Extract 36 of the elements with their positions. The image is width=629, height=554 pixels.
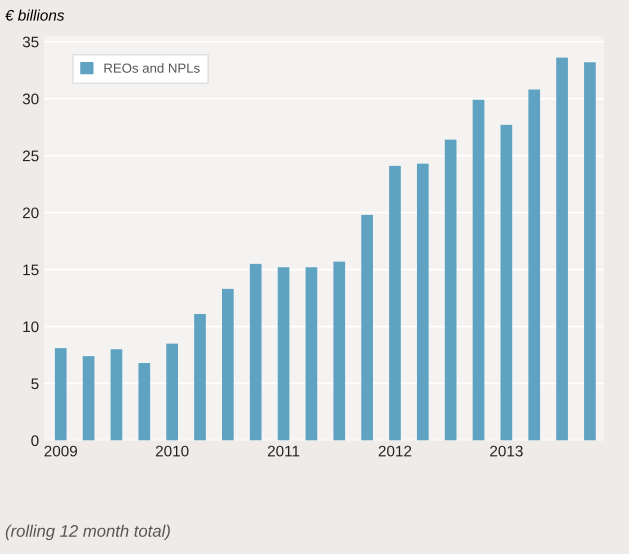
bar: [166, 344, 178, 440]
bar: [556, 58, 568, 440]
y-tick-label: 10: [23, 321, 39, 332]
bar: [528, 90, 540, 440]
y-tick-label: 15: [23, 264, 39, 276]
y-tick-label: 30: [22, 94, 39, 104]
bar: [389, 166, 401, 440]
bar: [138, 362, 150, 440]
text: (rolling 12 month total): [6, 524, 170, 540]
bar: [500, 124, 512, 440]
bar: [222, 288, 234, 440]
x-tick-label: 2013: [490, 446, 523, 457]
bar: [416, 164, 429, 440]
y-tick-label: 35: [22, 36, 39, 48]
bar: [306, 267, 318, 440]
x-tick-label: 2012: [378, 446, 412, 457]
x-tick-label: 2010: [156, 446, 189, 457]
y-tick-label: 0: [31, 435, 39, 446]
bar: [82, 356, 94, 440]
bar: [333, 262, 346, 440]
bar: [194, 314, 206, 440]
y-axis-title: € billions: [5, 10, 64, 21]
bar: [472, 100, 484, 440]
bar: [361, 214, 373, 440]
x-tick-label: 2009: [44, 446, 78, 457]
y-tick-label: 20: [22, 207, 39, 218]
x-tick-label: 2011: [268, 446, 300, 457]
bar: [278, 267, 290, 440]
bar: [584, 62, 596, 440]
y-tick-label: 5: [31, 378, 39, 390]
y-tick-label: 25: [22, 150, 39, 162]
bar: [54, 348, 67, 440]
legend-label: REOs and NPLs: [104, 63, 200, 73]
bar: [444, 140, 457, 440]
bar: [250, 264, 262, 440]
bar: [110, 349, 122, 440]
